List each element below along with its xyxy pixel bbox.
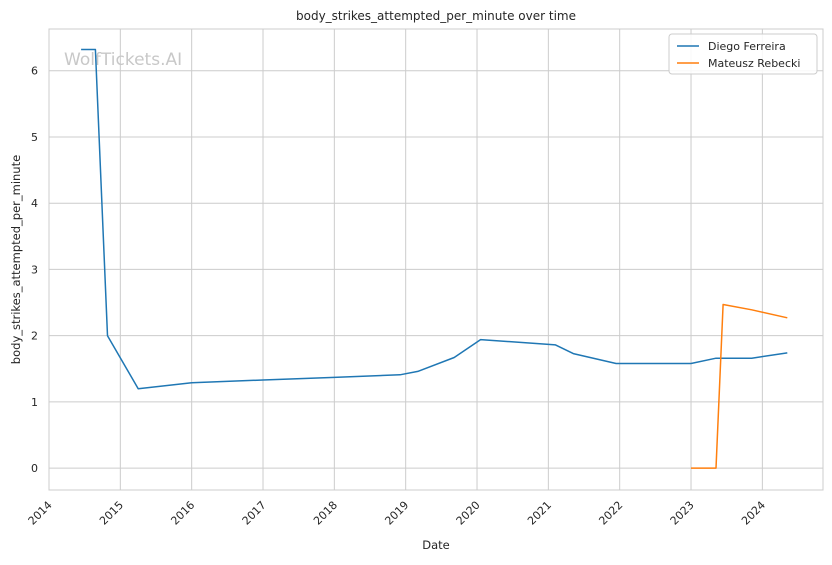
legend-box [668,33,818,75]
plot-frame [48,28,824,491]
x-tick-label: 2018 [311,499,340,528]
series-line-1 [691,303,788,469]
watermark-text: WolfTickets.AI [64,50,182,70]
series-lines [81,48,788,469]
series-line-0 [81,48,788,390]
x-tick-labels: 2014 2015 2016 2017 2018 2019 2020 2021 2022 2023… [26,499,768,528]
x-tick-label: 2014 [26,499,55,528]
grid-lines [48,29,823,490]
y-tick-label: 1 [31,396,38,409]
x-tick-label: 2015 [97,499,126,528]
y-tick-label: 0 [31,462,38,475]
x-tick-label: 2022 [596,499,625,528]
legend: Diego Ferreira Mateusz Rebecki [668,33,818,75]
x-tick-label: 2019 [382,499,411,528]
x-tick-label: 2016 [168,499,197,528]
y-tick-label: 4 [31,197,38,210]
y-tick-label: 5 [31,131,38,144]
chart-title: body_strikes_attempted_per_minute over t… [296,9,576,23]
y-axis-label: body_strikes_attempted_per_minute [9,155,23,364]
x-tick-label: 2021 [525,499,554,528]
y-tick-label: 6 [31,65,38,78]
legend-label-1: Mateusz Rebecki [708,57,800,70]
x-tick-label: 2024 [739,499,768,528]
x-tick-label: 2023 [668,499,697,528]
x-tick-label: 2020 [454,499,483,528]
legend-label-0: Diego Ferreira [708,40,786,53]
y-tick-label: 2 [31,330,38,343]
y-tick-label: 3 [31,263,38,276]
y-tick-labels: 0 1 2 3 4 5 6 [31,65,38,475]
x-tick-label: 2017 [240,499,269,528]
x-axis-label: Date [422,538,450,552]
